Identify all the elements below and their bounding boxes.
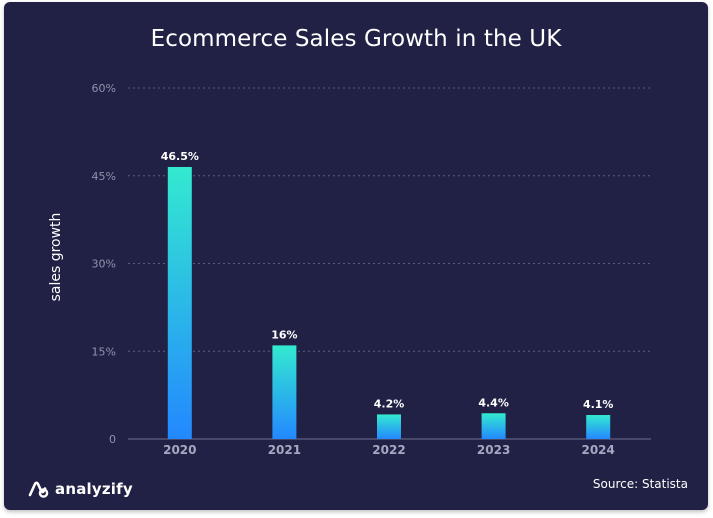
y-tick-label: 0 [109,433,116,446]
x-tick-label-2022: 2022 [372,443,405,457]
bar-2022 [377,414,401,439]
x-tick-label-2020: 2020 [163,443,196,457]
chart-title: Ecommerce Sales Growth in the UK [150,26,562,52]
x-tick-label-2024: 2024 [581,443,614,457]
data-label-2021: 16% [271,328,297,341]
data-label-2020: 46.5% [161,150,199,163]
source-note: Source: Statista [592,477,688,491]
y-tick-label: 15% [92,345,116,358]
chart-card: Ecommerce Sales Growth in the UK sales g… [4,2,708,510]
y-tick-label: 45% [92,170,116,183]
bar-2023 [481,413,506,439]
brand-logo: analyzify [28,480,133,498]
bar-2024 [586,415,611,439]
bar-2021 [272,345,297,439]
y-tick-label: 60% [92,82,116,95]
y-tick-label: 30% [92,258,116,271]
bar-chart: 0 15% 30% 45% 60% 46.5% 2020 16% 2021 4.2% 2022 4.4… [92,82,651,457]
data-label-2024: 4.1% [583,398,614,411]
analyzify-logo-icon [28,481,49,498]
data-label-2022: 4.2% [374,397,405,410]
x-tick-label-2023: 2023 [477,443,510,457]
x-tick-label-2021: 2021 [268,443,301,457]
bar-2020 [167,166,192,439]
data-label-2023: 4.4% [478,396,509,409]
brand-name: analyzify [55,480,133,498]
